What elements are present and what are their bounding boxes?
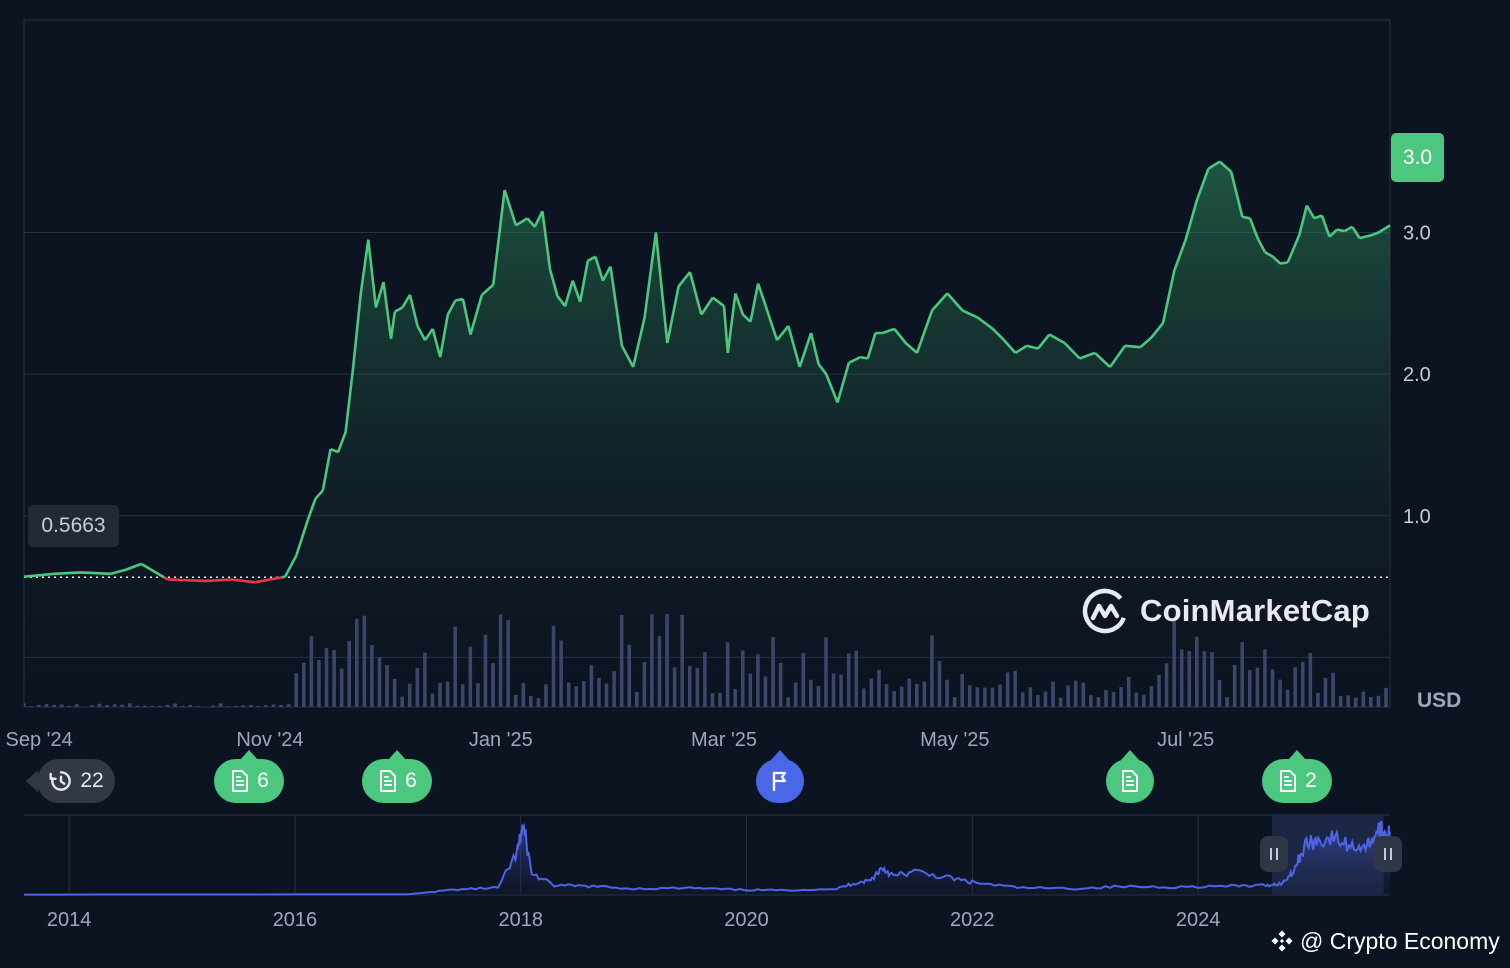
navigator-year-label: 2020 xyxy=(724,909,769,931)
milestone-badge[interactable] xyxy=(756,750,804,803)
news-count: 6 xyxy=(405,769,417,792)
x-tick-label: Nov '24 xyxy=(236,729,303,751)
price-line-down xyxy=(163,575,283,584)
binance-icon xyxy=(1271,930,1293,952)
document-icon xyxy=(1280,770,1297,792)
navigator-right-handle[interactable] xyxy=(1374,836,1402,872)
news-badge[interactable]: 6 xyxy=(214,750,284,803)
navigator-grid xyxy=(68,815,1199,895)
navigator-frame xyxy=(24,814,1390,896)
navigator-year-label: 2022 xyxy=(950,909,995,931)
y-tick-label: 1.0 xyxy=(1403,506,1431,528)
x-tick-label: Jan '25 xyxy=(469,729,533,751)
baseline-price-tag: 0.5663 xyxy=(28,505,119,547)
y-axis-labels: 1.0 2.0 3.0 xyxy=(1403,222,1431,527)
x-tick-label: Jul '25 xyxy=(1157,729,1214,751)
coinmarketcap-logo: CoinMarketCap xyxy=(1080,586,1370,636)
navigator-year-label: 2018 xyxy=(498,909,543,931)
news-badge[interactable]: 2 xyxy=(1262,750,1332,803)
navigator-year-labels: 2014 2016 2018 2020 2022 2024 xyxy=(47,909,1220,931)
navigator-line xyxy=(24,820,1391,896)
news-count: 2 xyxy=(1305,769,1317,792)
history-badge[interactable]: 22 xyxy=(26,759,115,803)
y-tick-label: 2.0 xyxy=(1403,364,1431,386)
y-tick-label: 3.0 xyxy=(1403,222,1431,244)
document-icon xyxy=(1122,770,1138,792)
navigator-year-label: 2014 xyxy=(47,909,92,931)
navigator-left-handle[interactable] xyxy=(1260,836,1288,872)
x-tick-label: May '25 xyxy=(920,729,989,751)
history-count: 22 xyxy=(80,769,104,792)
x-tick-label: Sep '24 xyxy=(6,729,73,751)
navigator-year-label: 2024 xyxy=(1176,909,1221,931)
news-badge[interactable]: 6 xyxy=(362,750,432,803)
current-price-tag: 3.0 xyxy=(1391,133,1444,182)
navigator-year-label: 2016 xyxy=(273,909,318,931)
coinmarketcap-logo-icon xyxy=(1082,588,1128,634)
x-tick-label: Mar '25 xyxy=(691,729,757,751)
currency-label: USD xyxy=(1417,689,1461,712)
document-icon xyxy=(232,770,249,792)
watermark: @ Crypto Economy xyxy=(1268,927,1500,955)
news-badge[interactable] xyxy=(1106,750,1154,803)
x-axis-labels: Sep '24 Nov '24 Jan '25 Mar '25 May '25 Jul '… xyxy=(6,729,1215,751)
news-count: 6 xyxy=(257,769,269,792)
history-icon xyxy=(49,771,72,791)
price-line-up xyxy=(23,160,1391,579)
navigator-area xyxy=(24,821,1390,895)
price-area-fill xyxy=(24,161,1390,707)
flag-icon xyxy=(772,771,787,792)
watermark-text: @ Crypto Economy xyxy=(1300,927,1500,954)
coinmarketcap-logo-text: CoinMarketCap xyxy=(1140,593,1370,628)
document-icon xyxy=(380,770,397,792)
